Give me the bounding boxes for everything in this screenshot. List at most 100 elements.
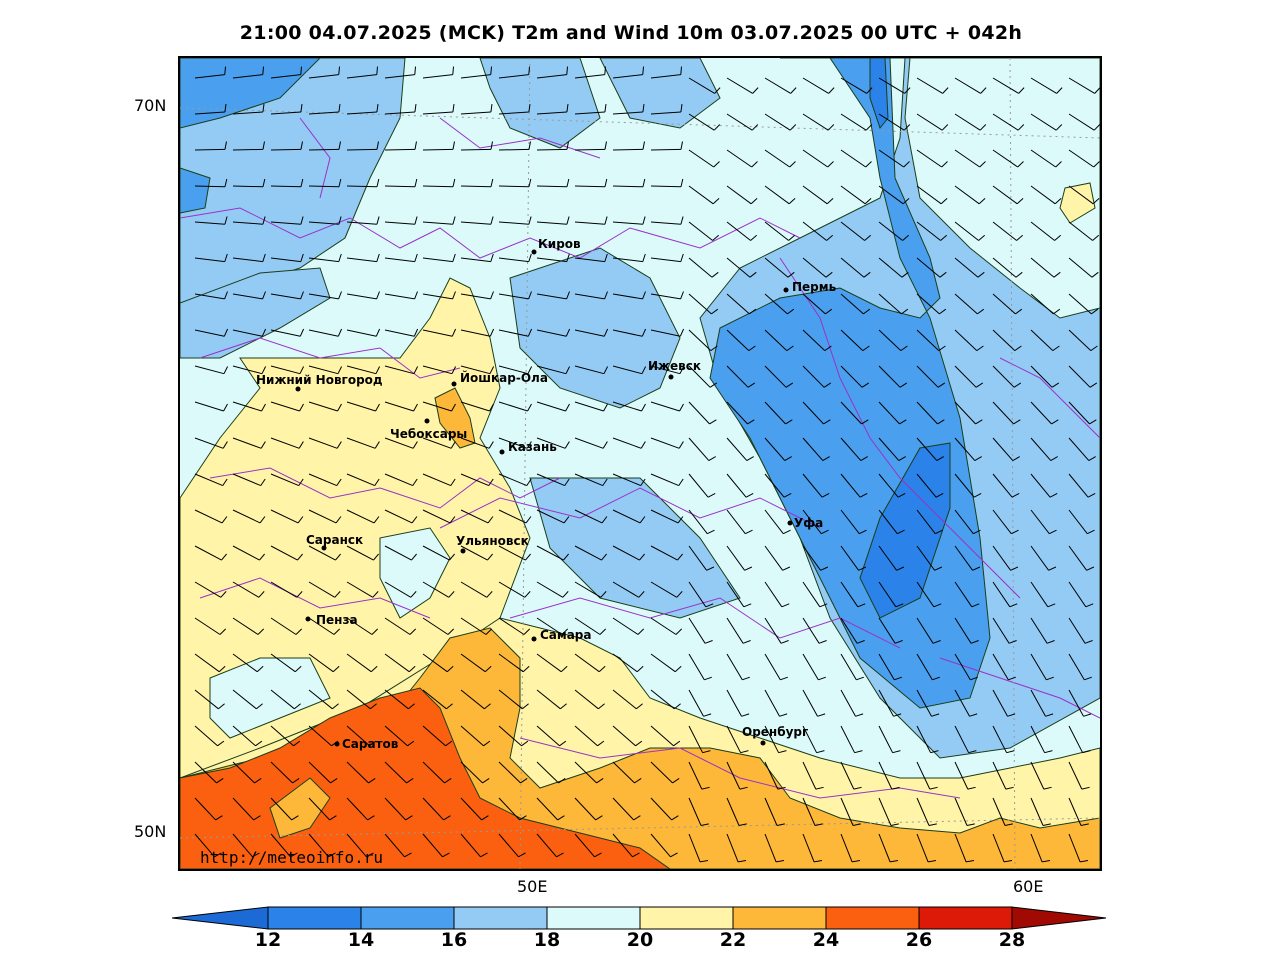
wind-barb-flag xyxy=(1009,603,1018,608)
wind-barb-flag xyxy=(452,253,456,262)
wind-barb xyxy=(802,293,826,315)
wind-barb xyxy=(384,365,415,375)
wind-barb xyxy=(1068,473,1089,498)
city-label-ufa: Уфа xyxy=(794,516,823,530)
wind-barb-flag xyxy=(1086,566,1095,571)
wind-barb xyxy=(954,437,976,461)
wind-barb-flag xyxy=(969,713,978,717)
wind-barb xyxy=(802,401,824,425)
wind-barb xyxy=(498,365,529,375)
wind-barb xyxy=(460,797,482,821)
wind-barb xyxy=(270,725,294,747)
wind-barb xyxy=(726,689,742,717)
wind-barb-flag xyxy=(865,161,872,168)
wind-barb xyxy=(232,365,263,375)
wind-barb-flag xyxy=(603,366,609,374)
wind-barb xyxy=(954,401,976,425)
wind-barb xyxy=(384,185,416,188)
wind-barb xyxy=(460,221,491,225)
wind-barb xyxy=(1068,797,1082,826)
wind-barb-flag xyxy=(258,591,265,598)
wind-barb-flag xyxy=(1016,198,1024,205)
wind-barb xyxy=(688,797,702,826)
wind-barb-flag xyxy=(224,216,228,225)
temperature-map[interactable]: Киров Пермь Нижний Новгород Йошкар-Ола И… xyxy=(178,56,1102,871)
wind-barb-flag xyxy=(338,253,342,262)
wind-barb xyxy=(574,148,606,151)
wind-barb xyxy=(194,111,225,115)
wind-barb xyxy=(1068,581,1087,608)
city-label-yoshkar-ola: Йошкар-Ола xyxy=(460,370,548,385)
city-label-perm: Пермь xyxy=(792,280,837,294)
wind-barb xyxy=(1030,365,1053,388)
wind-barb xyxy=(194,761,217,784)
wind-barb xyxy=(802,653,819,681)
wind-barb-flag xyxy=(376,141,379,150)
wind-barb xyxy=(650,617,677,635)
wind-barb-flag xyxy=(966,823,975,826)
wind-barb xyxy=(992,77,1019,94)
watermark-url[interactable]: http://meteoinfo.ru xyxy=(200,848,383,867)
wind-barb xyxy=(840,509,860,535)
wind-barb-flag xyxy=(938,345,946,352)
wind-barb-flag xyxy=(451,328,457,337)
wind-barb-flag xyxy=(219,628,227,635)
wind-barb-flag xyxy=(970,640,979,644)
wind-barb xyxy=(1068,329,1092,351)
wind-barb-flag xyxy=(224,66,226,75)
wind-barb xyxy=(916,221,941,241)
wind-barb-flag xyxy=(565,366,571,374)
wind-barb xyxy=(954,653,971,681)
wind-barb xyxy=(802,617,820,644)
wind-barb-flag xyxy=(935,529,943,535)
wind-barb xyxy=(688,509,708,535)
wind-barb xyxy=(802,365,825,388)
wind-barb-flag xyxy=(452,104,455,113)
wind-barb-flag xyxy=(788,198,796,205)
wind-barb xyxy=(840,437,862,461)
wind-barb xyxy=(270,761,293,784)
wind-barb-flag xyxy=(891,786,900,790)
wind-barb-flag xyxy=(488,478,494,486)
wind-barb xyxy=(878,329,902,351)
wind-barb-flag xyxy=(779,713,788,717)
wind-barb-flag xyxy=(749,308,757,315)
wind-barb xyxy=(498,797,520,821)
wind-barb xyxy=(954,149,980,168)
wind-barb-flag xyxy=(490,291,494,300)
wind-barb xyxy=(194,545,222,561)
wind-barb xyxy=(460,833,481,858)
wind-barb xyxy=(612,653,638,673)
wind-barb-flag xyxy=(414,178,418,187)
wind-barb xyxy=(688,833,701,863)
city-dot-saransk xyxy=(321,545,327,551)
colorbar-tick-label: 20 xyxy=(626,929,654,951)
colorbar-segment xyxy=(918,906,1013,930)
wind-barb-flag xyxy=(520,777,528,784)
wind-barb-flag xyxy=(599,628,607,635)
wind-barb xyxy=(232,725,256,747)
wind-barb-flag xyxy=(1091,308,1099,315)
wind-barb xyxy=(574,833,595,858)
wind-barb-flag xyxy=(713,161,720,168)
wind-barb xyxy=(612,148,644,151)
wind-barb-flag xyxy=(826,198,834,205)
wind-barb xyxy=(1068,77,1095,94)
wind-barb xyxy=(574,797,596,821)
wind-barb-flag xyxy=(373,553,379,561)
wind-barb xyxy=(688,77,715,94)
wind-barb-flag xyxy=(901,308,909,315)
wind-barb xyxy=(536,329,567,337)
colorbar-tick-label: 28 xyxy=(998,929,1026,951)
wind-barb-flag xyxy=(670,852,678,858)
wind-barb-flag xyxy=(490,104,493,113)
city-label-cheboksary: Чебоксары xyxy=(390,427,467,441)
band-16-18-nc xyxy=(479,58,601,149)
wind-barb-flag xyxy=(604,104,607,113)
wind-barb-flag xyxy=(822,456,830,462)
wind-barb xyxy=(916,509,936,535)
wind-barb xyxy=(384,653,410,673)
wind-barb xyxy=(308,509,337,524)
wind-barb xyxy=(840,401,862,425)
wind-barb xyxy=(1068,437,1090,461)
